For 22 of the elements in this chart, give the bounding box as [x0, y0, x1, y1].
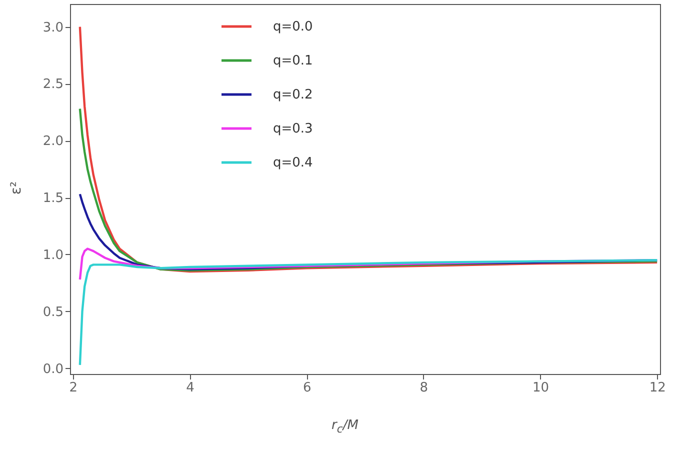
legend-label: q=0.4: [273, 156, 313, 170]
x-tick-label: 12: [649, 380, 666, 396]
x-axis-title: r$_{c}$/M: [330, 418, 360, 436]
legend-label: q=0.0: [273, 20, 313, 34]
x-tick-label: 8: [420, 380, 428, 396]
legend-label: q=0.3: [273, 122, 313, 136]
y-tick-label: 1.0: [42, 248, 64, 263]
x-tick-label: 2: [69, 380, 78, 396]
y-axis-title: ε²: [8, 181, 25, 195]
y-tick-label: 2.0: [42, 134, 64, 150]
legend-label: q=0.1: [273, 54, 313, 68]
legend-label: q=0.2: [273, 88, 313, 102]
y-tick-label: 0.0: [42, 362, 64, 377]
y-tick-label: 2.5: [42, 77, 64, 92]
x-tick-label: 4: [186, 380, 194, 396]
x-tick-label: 10: [532, 380, 550, 396]
y-tick-label: 3.0: [42, 20, 64, 36]
line-series: [78, 108, 658, 272]
y-tick-label: 1.5: [42, 191, 64, 206]
line-series: [78, 259, 658, 366]
y-tick-label: 0.5: [42, 304, 64, 320]
x-tick-label: 6: [302, 380, 312, 396]
